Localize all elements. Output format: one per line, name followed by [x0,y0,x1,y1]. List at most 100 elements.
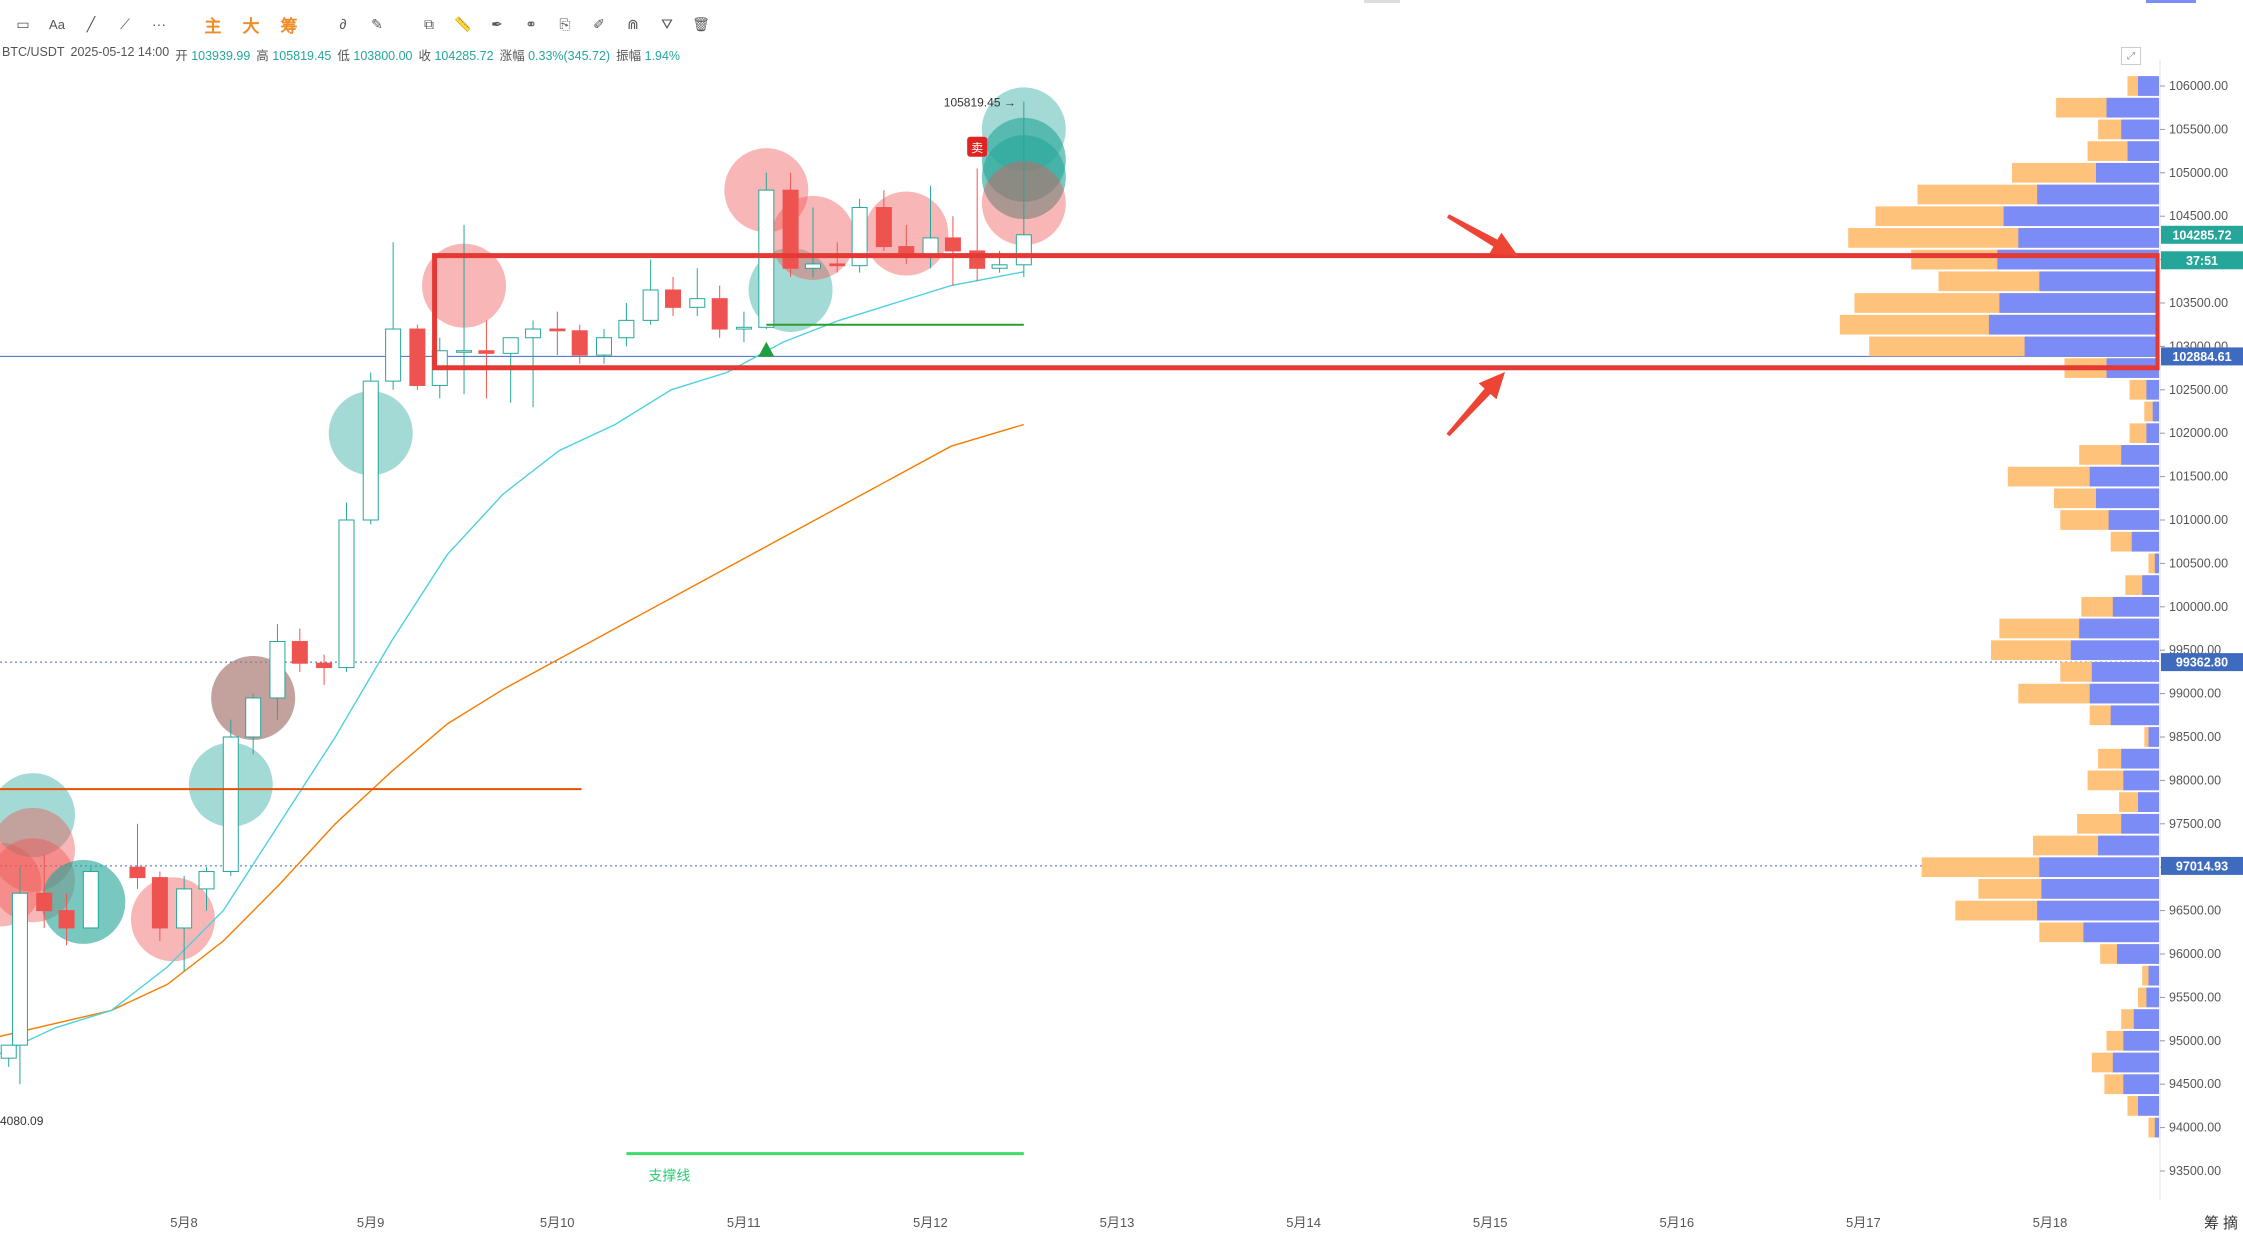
ruler-icon[interactable]: 📏 [454,15,472,32]
corner-tabs: 筹 摘 [2204,1212,2238,1233]
corner-tab-summary[interactable]: 摘 [2223,1215,2239,1232]
volume-profile-bar-blue [2096,488,2159,509]
open-label: 开 [175,49,188,63]
line-icon[interactable]: ╱ [86,15,96,32]
support-line-label: 支撑线 [648,1168,690,1184]
candle-body [875,207,892,248]
volume-profile-bar-blue [2041,879,2159,899]
candle-body [665,289,682,308]
magnet-icon[interactable]: ⋒ [627,15,639,32]
volume-profile-bar-blue [2039,271,2159,292]
plot-area: 支撑线 卖 105819.45 → 4080.09 [0,76,2160,1184]
candle-body [245,697,262,738]
volume-profile-bar-blue [2110,705,2159,726]
price-tag-badge [2161,856,2243,875]
candle-body [804,263,821,269]
volume-profile-bar-blue [1997,249,2159,270]
price-tag-label: 99362.80 [2176,656,2228,670]
candle-body [829,263,846,267]
price-tag-label: 102884.61 [2172,350,2231,364]
pen-icon[interactable]: ✒ [491,15,503,32]
candle-body [129,866,146,879]
candle-body [456,350,473,353]
red-arrow-icon [1446,372,1505,437]
price-axis-label: 99000.00 [2169,687,2221,701]
price-axis-label: 94500.00 [2169,1077,2221,1091]
price-axis-label: 101000.00 [2169,513,2228,527]
candle-body [198,871,215,890]
binoculars-icon[interactable]: ⚭ [525,15,537,32]
time-axis-label: 5月16 [1659,1215,1694,1230]
signal-circle [130,877,215,962]
toolbar-button-5[interactable]: 主 [204,16,222,36]
low-value: 103800.00 [353,49,413,63]
corner-tab-chips[interactable]: 筹 [2204,1215,2220,1232]
more-icon[interactable]: ··· [152,16,166,32]
reset-chart-button[interactable]: ⤢ [2121,47,2141,65]
candle-body [851,207,868,267]
candle-body [525,328,542,339]
candle-body [222,736,239,873]
top-tab-left[interactable] [1364,0,1400,3]
volume-profile-bar-blue [2121,813,2159,834]
candle-body [82,871,99,929]
candle-body [11,892,28,1046]
candle-body [711,298,728,330]
price-tag-badge [2161,347,2243,366]
ray-icon[interactable]: ⟋ [120,15,130,32]
price-axis-label: 102500.00 [2169,383,2228,397]
volume-profile-bar-blue [2091,662,2159,682]
price-axis-label: 101500.00 [2169,470,2228,484]
amplitude-label: 振幅 [616,49,642,63]
volume-profile-bar-blue [2003,206,2159,227]
volume-profile-bar-blue [2024,336,2159,357]
volume-profile-bar-blue [2079,618,2159,639]
volume-profile-bar-blue [2117,944,2159,964]
buy-signal-icon [758,341,775,357]
price-tag-badge [2161,251,2243,270]
candle-body [291,641,308,664]
sell-signal-badge [967,136,988,157]
filter-icon[interactable]: ⛛ [661,15,673,32]
copy-icon[interactable]: ⎘ [559,15,571,32]
price-axis-label: 100500.00 [2169,556,2228,570]
candle-body [642,289,659,321]
candle-body [1015,234,1032,266]
price-axis-label: 95500.00 [2169,990,2221,1004]
formula-icon[interactable]: ∂ [339,16,347,32]
volume-profile-bar-blue [2123,1030,2159,1051]
candle-body [151,877,168,929]
trash-icon[interactable]: 🗑 [692,15,710,32]
candle-body [944,237,961,252]
toolbar-button-6[interactable]: 大 [242,16,260,36]
rectangle-icon[interactable]: ▭ [16,15,30,32]
note-icon[interactable]: ✐ [593,15,605,32]
candle-body [991,264,1008,269]
volume-profile-bar-blue [2083,922,2159,943]
volume-profile-bar-blue [1999,293,2159,313]
datetime-label: 2025-05-12 14:00 [70,45,170,59]
symbol-label: BTC/USDT [2,45,65,59]
candle-body [595,337,612,356]
price-axis-label: 103500.00 [2169,296,2228,310]
volume-profile-bar-orange [2148,1117,2159,1138]
volume-profile-bar-blue [2138,1096,2159,1116]
price-axis-label: 96000.00 [2169,947,2221,961]
candle-body [385,328,402,382]
volume-profile-bar-blue [2133,1009,2159,1029]
time-axis-label: 5月12 [913,1215,948,1230]
toolbar-button-7[interactable]: 筹 [280,16,298,36]
red-arrow-icon [1447,214,1518,256]
volume-profile-bar-blue [2106,97,2159,118]
time-axis-label: 5月11 [727,1215,761,1230]
volume-profile-bar-blue [2154,1117,2159,1138]
toolbar-button-1[interactable]: Aa [49,16,65,32]
volume-profile-bar-blue [2037,900,2159,921]
tools-icon[interactable]: ✎ [371,15,383,32]
volume-profile-bar-blue [2121,119,2159,140]
price-axis-label: 102000.00 [2169,426,2228,440]
top-tab-right[interactable] [2146,0,2196,3]
clone-icon[interactable]: ⧉ [424,15,434,32]
high-value: 105819.45 [272,49,332,63]
